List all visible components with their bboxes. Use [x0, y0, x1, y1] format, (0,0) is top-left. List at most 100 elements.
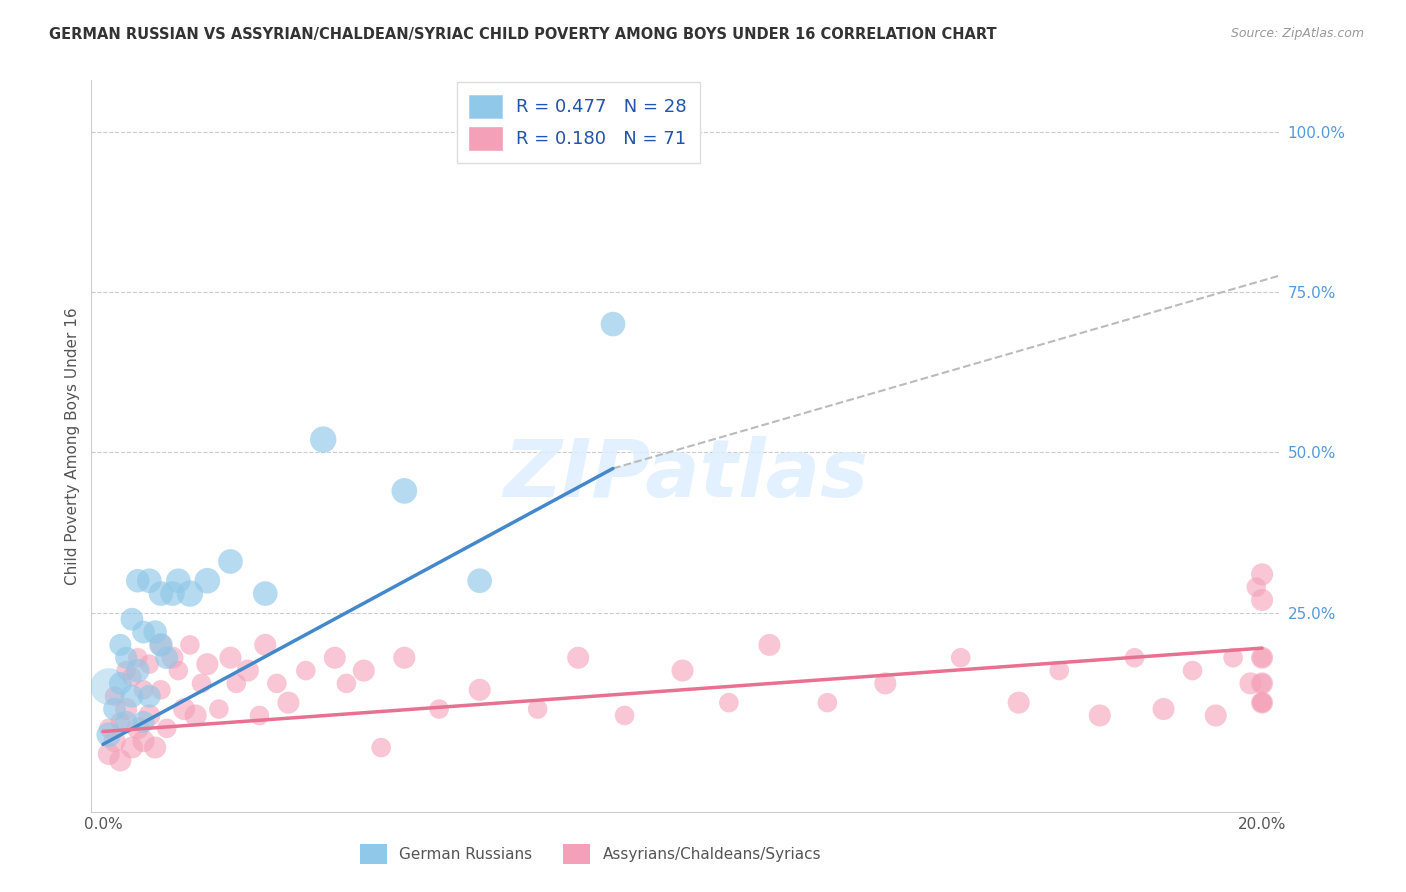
Point [1251, 650, 1274, 665]
Point [167, 574, 190, 588]
Point [97, 680, 120, 694]
Point [162, 586, 184, 600]
Point [312, 433, 335, 447]
Point [149, 586, 172, 600]
Point [1123, 650, 1146, 665]
Point [103, 734, 125, 748]
Point [143, 625, 166, 640]
Point [295, 664, 318, 678]
Point [195, 657, 218, 672]
Point [468, 682, 491, 697]
Point [1088, 708, 1111, 723]
Point [567, 650, 589, 665]
Point [875, 676, 897, 690]
Point [127, 721, 149, 735]
Point [394, 650, 416, 665]
Point [132, 734, 155, 748]
Point [110, 676, 132, 690]
Point [195, 574, 218, 588]
Point [602, 317, 624, 331]
Point [1222, 650, 1244, 665]
Point [758, 638, 780, 652]
Point [1251, 650, 1274, 665]
Point [1008, 696, 1031, 710]
Point [138, 708, 160, 723]
Point [1047, 664, 1070, 678]
Point [97, 747, 120, 761]
Point [149, 638, 172, 652]
Point [132, 625, 155, 640]
Point [1153, 702, 1175, 716]
Point [138, 690, 160, 704]
Point [249, 708, 271, 723]
Point [121, 740, 143, 755]
Point [138, 574, 160, 588]
Text: GERMAN RUSSIAN VS ASSYRIAN/CHALDEAN/SYRIAC CHILD POVERTY AMONG BOYS UNDER 16 COR: GERMAN RUSSIAN VS ASSYRIAN/CHALDEAN/SYRI… [49, 27, 997, 42]
Point [671, 664, 693, 678]
Point [132, 682, 155, 697]
Point [1251, 593, 1274, 607]
Point [219, 554, 242, 568]
Point [103, 702, 125, 716]
Point [115, 714, 138, 729]
Point [1181, 664, 1204, 678]
Point [179, 586, 201, 600]
Point [468, 574, 491, 588]
Point [115, 702, 138, 716]
Point [254, 638, 277, 652]
Point [156, 721, 179, 735]
Point [121, 690, 143, 704]
Point [138, 657, 160, 672]
Point [167, 664, 190, 678]
Point [97, 721, 120, 735]
Point [1251, 696, 1274, 710]
Point [394, 483, 416, 498]
Text: ZIPatlas: ZIPatlas [503, 436, 868, 515]
Point [1251, 696, 1274, 710]
Point [353, 664, 375, 678]
Point [266, 676, 288, 690]
Point [127, 574, 149, 588]
Y-axis label: Child Poverty Among Boys Under 16: Child Poverty Among Boys Under 16 [65, 307, 80, 585]
Point [149, 682, 172, 697]
Point [1251, 676, 1274, 690]
Point [115, 650, 138, 665]
Point [1239, 676, 1261, 690]
Point [1251, 567, 1274, 582]
Text: Source: ZipAtlas.com: Source: ZipAtlas.com [1230, 27, 1364, 40]
Point [949, 650, 972, 665]
Point [127, 650, 149, 665]
Point [613, 708, 636, 723]
Point [1205, 708, 1227, 723]
Point [427, 702, 450, 716]
Point [225, 676, 247, 690]
Point [323, 650, 346, 665]
Point [149, 638, 172, 652]
Point [179, 638, 201, 652]
Point [121, 670, 143, 684]
Point [1246, 580, 1268, 594]
Point [97, 728, 120, 742]
Point [1251, 696, 1274, 710]
Point [219, 650, 242, 665]
Point [110, 753, 132, 767]
Point [335, 676, 357, 690]
Point [208, 702, 231, 716]
Point [1251, 676, 1274, 690]
Point [115, 664, 138, 678]
Point [717, 696, 740, 710]
Point [143, 740, 166, 755]
Point [173, 702, 195, 716]
Point [277, 696, 299, 710]
Legend: German Russians, Assyrians/Chaldeans/Syriacs: German Russians, Assyrians/Chaldeans/Syr… [353, 838, 827, 870]
Point [162, 650, 184, 665]
Point [184, 708, 207, 723]
Point [254, 586, 277, 600]
Point [370, 740, 392, 755]
Point [815, 696, 838, 710]
Point [121, 612, 143, 626]
Point [132, 714, 155, 729]
Point [236, 664, 259, 678]
Point [156, 650, 179, 665]
Point [103, 690, 125, 704]
